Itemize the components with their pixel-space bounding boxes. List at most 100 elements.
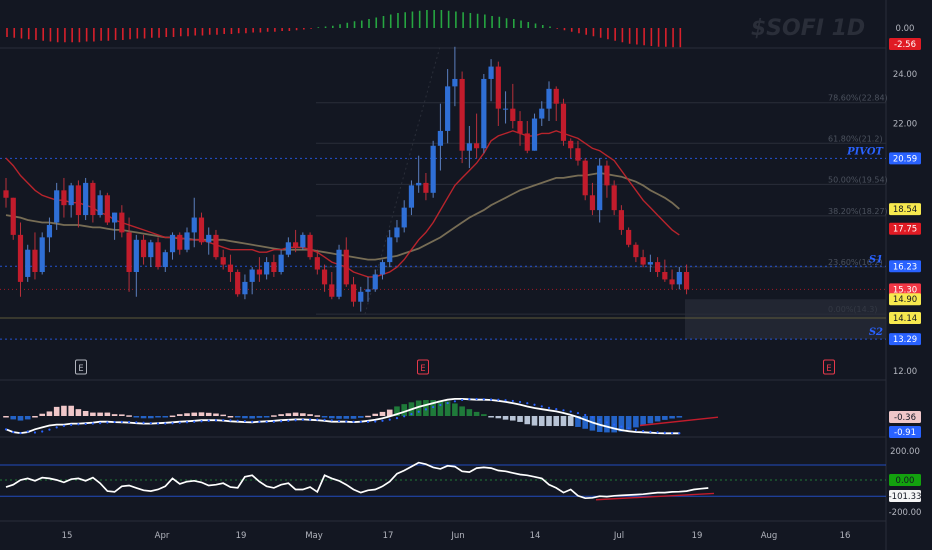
- cci-last-tag-bg: [889, 490, 921, 502]
- signal-dot: [446, 401, 449, 405]
- signal-dot: [272, 420, 275, 423]
- signal-dot: [265, 420, 268, 424]
- macd-histogram-bar: [285, 413, 292, 416]
- candle-body: [372, 274, 378, 290]
- signal-dot: [555, 408, 558, 411]
- macd-histogram-bar: [90, 412, 96, 416]
- price-axis-label: 14.14: [893, 314, 917, 324]
- macd-line-tag: -0.91: [894, 428, 916, 438]
- macd-histogram-bar: [633, 416, 639, 428]
- signal-dot: [497, 398, 500, 401]
- macd-histogram-bar: [575, 416, 581, 427]
- candle-body: [401, 207, 407, 228]
- candle-body: [474, 143, 480, 149]
- cci-line: [5, 461, 709, 500]
- candle-body: [459, 78, 465, 151]
- macd-histogram-bar: [140, 416, 147, 419]
- signal-dot: [359, 420, 362, 423]
- signal-dot: [106, 421, 109, 424]
- signal-dot: [649, 430, 652, 433]
- signal-dot: [439, 403, 442, 407]
- signal-dot: [12, 431, 15, 434]
- signal-dot: [19, 432, 22, 435]
- price-axis[interactable]: 24.00 22.00 20.59 18.54 17.75 16.23 15.3014.90…: [889, 24, 922, 518]
- candle-body: [430, 145, 436, 193]
- candle-body: [321, 269, 328, 285]
- price-axis-label: 18.54: [893, 205, 917, 215]
- candle-body: [25, 249, 31, 277]
- macd-histogram-bar: [17, 416, 24, 421]
- macd-histogram-bar: [242, 416, 248, 419]
- macd-histogram-bar: [647, 416, 654, 424]
- signal-dot: [55, 426, 58, 429]
- time-axis-label: Jun: [450, 531, 464, 541]
- macd-histogram-bar: [271, 415, 277, 417]
- candle-body: [662, 272, 668, 280]
- signal-dot: [91, 422, 94, 425]
- signal-dot: [627, 427, 630, 430]
- time-axis-label: 15: [62, 531, 73, 541]
- macd-histogram-bar: [307, 414, 313, 416]
- candle-body: [256, 269, 262, 275]
- signal-dot: [410, 413, 413, 416]
- candle-body: [597, 165, 603, 211]
- candle-body: [575, 148, 581, 161]
- signal-dot: [468, 398, 471, 401]
- macd-histogram-bar: [213, 413, 219, 416]
- candle-body: [452, 78, 458, 87]
- signal-dot: [41, 430, 44, 433]
- signal-dot: [236, 419, 239, 422]
- macd-histogram-bar: [524, 416, 531, 425]
- price-axis-label: 22.00: [893, 120, 917, 130]
- signal-dot: [308, 418, 312, 421]
- candle-body: [293, 242, 299, 248]
- price-axis-label: 12.00: [893, 367, 917, 377]
- time-axis-label: May: [305, 531, 323, 541]
- candle-body: [416, 182, 422, 186]
- candle-body: [184, 232, 190, 250]
- signal-dot: [113, 420, 116, 424]
- macd-histogram-bar: [372, 413, 379, 416]
- macd-signal-tag-bg: [889, 411, 921, 423]
- candle-body: [235, 272, 241, 295]
- price-axis-label: 20.59: [893, 154, 917, 164]
- price-axis-label-bg: [889, 283, 921, 296]
- macd-histogram-bar: [531, 416, 538, 426]
- time-axis[interactable]: 15 Apr 19 May 17 Jun 14 Jul 19 Aug 16: [62, 531, 851, 541]
- candle-body: [54, 190, 60, 223]
- macd-histogram-bar: [473, 411, 480, 416]
- macd-histogram-bar: [401, 404, 407, 416]
- signal-dot: [432, 405, 435, 409]
- time-axis-label: Aug: [761, 531, 778, 541]
- candle-body: [343, 249, 349, 285]
- macd-histogram-bar: [300, 413, 306, 416]
- signal-dot: [511, 399, 514, 403]
- candle-body: [676, 272, 682, 285]
- macd-histogram-bar: [488, 416, 494, 418]
- price-axis-label: 15.30: [893, 285, 917, 295]
- signal-dot: [316, 418, 319, 421]
- time-axis-label: Apr: [155, 531, 170, 541]
- candle-body: [155, 242, 161, 268]
- macd-histogram-bar: [205, 412, 212, 416]
- macd-histogram-bar: [46, 411, 53, 416]
- candle-body: [626, 229, 632, 245]
- signal-dot: [4, 428, 8, 431]
- signal-dot: [229, 419, 232, 422]
- signal-dot: [540, 405, 543, 408]
- signal-dot: [120, 420, 123, 423]
- signal-dot: [84, 422, 87, 426]
- candle-body: [119, 212, 125, 233]
- cci-axis-label: -200.00: [889, 508, 922, 518]
- fib-level-label: 50.00%(19.54): [828, 175, 888, 184]
- signal-dot: [156, 422, 160, 425]
- signal-dot: [178, 421, 181, 424]
- candle-body: [683, 272, 690, 290]
- signal-dot: [642, 429, 645, 433]
- signal-dot: [352, 420, 355, 423]
- macd-histogram-bar: [560, 416, 567, 427]
- time-axis-label: 14: [530, 531, 541, 541]
- earnings-marker: [75, 359, 87, 375]
